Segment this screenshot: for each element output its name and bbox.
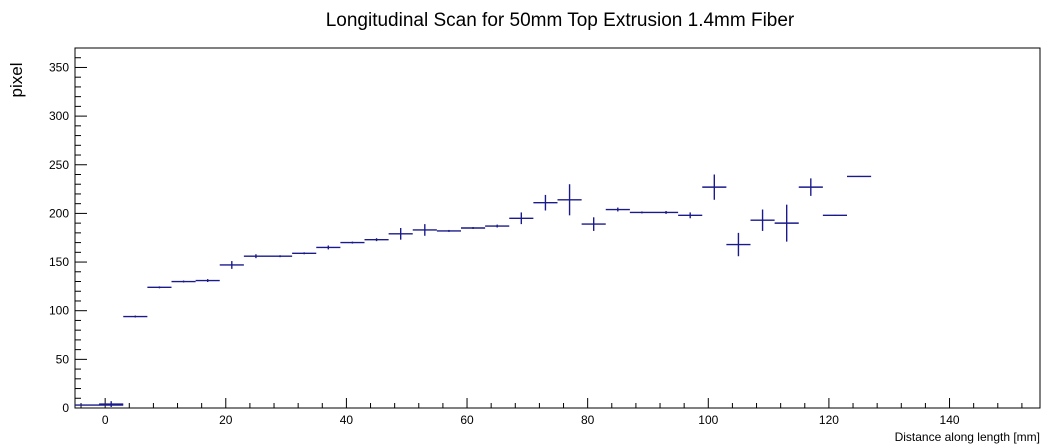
axis-ticks: [75, 47, 1023, 409]
data-point: [605, 207, 630, 212]
data-point: [750, 209, 775, 231]
y-tick-label: 300: [49, 109, 69, 123]
data-point: [533, 194, 558, 211]
data-point: [412, 224, 437, 236]
plot-frame: [74, 47, 1041, 409]
data-point: [171, 280, 196, 283]
x-tick-label: 100: [698, 413, 718, 427]
x-axis-label: Distance along length [mm]: [895, 430, 1040, 444]
x-tick-label: 80: [581, 413, 595, 427]
x-tick-label: 140: [940, 413, 960, 427]
x-tick-label: 120: [819, 413, 839, 427]
y-tick-label: 200: [49, 206, 69, 220]
x-tick-label: 60: [460, 413, 474, 427]
data-point: [123, 315, 148, 318]
data-point: [581, 217, 606, 231]
data-point: [243, 254, 268, 259]
data-point: [340, 241, 365, 244]
data-point: [702, 174, 727, 200]
data-point: [678, 212, 703, 219]
data-point: [147, 286, 172, 289]
data-point: [822, 214, 847, 217]
data-point: [485, 224, 510, 228]
data-point: [388, 228, 413, 240]
chart-title: Longitudinal Scan for 50mm Top Extrusion…: [326, 10, 795, 31]
plot-frame-box: [74, 47, 1041, 409]
y-tick-label: 350: [49, 60, 69, 74]
data-point: [99, 401, 124, 408]
y-tick-label: 250: [49, 158, 69, 172]
data-point: [847, 175, 872, 178]
tick-labels: 0 50 100 150 200 250 300 350 0 20 40 60 80 100 120 140: [49, 60, 960, 427]
data-point: [219, 261, 244, 269]
data-point: [268, 255, 293, 258]
x-tick-label: 20: [219, 413, 233, 427]
data-points: [75, 174, 872, 408]
y-tick-label: 50: [56, 352, 70, 366]
data-point: [364, 238, 389, 242]
data-point: [461, 227, 486, 229]
x-tick-label: 40: [340, 413, 354, 427]
data-point: [654, 210, 679, 214]
y-tick-label: 100: [49, 304, 69, 318]
data-point: [798, 178, 823, 196]
y-tick-label: 150: [49, 255, 69, 269]
data-point: [774, 204, 799, 242]
y-axis-label: pixel: [7, 63, 26, 98]
x-tick-label: 0: [102, 413, 109, 427]
data-point: [436, 229, 461, 232]
data-point: [195, 279, 220, 282]
data-point: [316, 245, 341, 250]
data-point: [629, 211, 654, 214]
data-point: [509, 212, 534, 225]
data-point: [557, 184, 582, 216]
data-point: [292, 252, 317, 255]
data-point: [726, 232, 751, 257]
y-tick-label: 0: [62, 401, 69, 415]
